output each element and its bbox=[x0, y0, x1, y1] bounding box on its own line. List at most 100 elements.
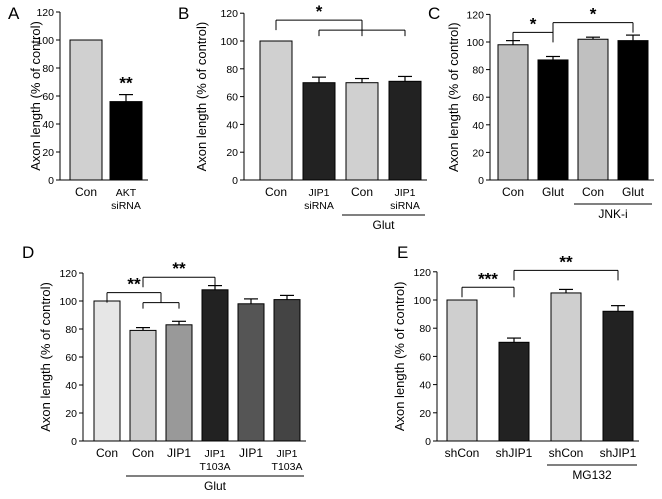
y-axis-label: Axon length (% of control) bbox=[194, 22, 209, 172]
bar bbox=[109, 101, 143, 181]
y-tick-label: 40 bbox=[419, 380, 431, 392]
panel-letter: C bbox=[428, 4, 440, 23]
y-tick-label: 100 bbox=[413, 295, 431, 307]
x-tick-label: JIP1 bbox=[276, 448, 297, 460]
bar bbox=[201, 289, 229, 442]
x-tick-label: Con bbox=[75, 185, 97, 199]
y-axis-label: Axon length (% of control) bbox=[28, 21, 43, 171]
bar bbox=[550, 292, 582, 442]
x-tick-label: JIP1 bbox=[394, 187, 415, 199]
panel-e: E Axon length (% of control) 0 20 40 60 80 100 1… bbox=[392, 243, 639, 482]
x-tick-label: JIP1 bbox=[204, 448, 225, 460]
x-tick-label: siRNA bbox=[304, 200, 334, 212]
panel-d: D Axon length (% of control) 0 20 40 60 80 100 1… bbox=[22, 243, 306, 493]
y-tick-label: 80 bbox=[42, 63, 54, 75]
x-tick-label: JIP1 bbox=[167, 446, 191, 460]
x-tick-label: Con bbox=[351, 185, 373, 199]
group-label: JNK-i bbox=[598, 207, 627, 221]
y-tick-label: 20 bbox=[419, 408, 431, 420]
panel-c: C Axon length (% of control) 0 20 40 60 80 100 1… bbox=[428, 4, 654, 221]
x-tick-label: siRNA bbox=[390, 200, 420, 212]
bar bbox=[302, 82, 336, 181]
x-tick-label: Glut bbox=[542, 185, 565, 199]
x-tick-label: AKT bbox=[116, 187, 137, 199]
y-tick-label: 40 bbox=[42, 119, 54, 131]
bar bbox=[129, 329, 157, 442]
x-tick-label: Glut bbox=[622, 185, 645, 199]
y-tick-label: 120 bbox=[220, 8, 238, 20]
significance-label: *** bbox=[478, 269, 498, 288]
bar bbox=[617, 40, 649, 181]
panel-letter: B bbox=[178, 4, 189, 23]
panel-letter: D bbox=[22, 243, 34, 262]
x-tick-label: shJIP1 bbox=[600, 446, 637, 460]
y-tick-label: 60 bbox=[42, 91, 54, 103]
panel-letter: E bbox=[397, 243, 408, 262]
y-axis-label: Axon length (% of control) bbox=[392, 282, 407, 432]
x-tick-label: JIP1 bbox=[239, 446, 263, 460]
bar bbox=[446, 299, 478, 442]
bar bbox=[577, 38, 609, 181]
y-tick-label: 0 bbox=[48, 175, 54, 187]
x-tick-label: Con bbox=[502, 185, 524, 199]
significance-label: ** bbox=[119, 74, 133, 93]
x-tick-label: Con bbox=[132, 446, 154, 460]
bar bbox=[165, 324, 193, 442]
bar bbox=[388, 80, 422, 181]
y-tick-label: 40 bbox=[226, 119, 238, 131]
y-tick-label: 40 bbox=[472, 120, 484, 132]
y-tick-label: 20 bbox=[472, 147, 484, 159]
y-tick-label: 100 bbox=[220, 36, 238, 48]
bar bbox=[69, 39, 103, 181]
significance-label: ** bbox=[559, 252, 573, 271]
y-tick-label: 60 bbox=[419, 351, 431, 363]
y-tick-label: 120 bbox=[466, 9, 484, 21]
bar bbox=[237, 303, 265, 442]
y-tick-label: 20 bbox=[65, 408, 77, 420]
y-tick-label: 0 bbox=[232, 175, 238, 187]
significance-label: ** bbox=[127, 275, 141, 294]
bar bbox=[498, 341, 530, 442]
x-tick-label: T103A bbox=[200, 461, 231, 473]
bar bbox=[273, 299, 301, 442]
y-axis-label: Axon length (% of control) bbox=[446, 22, 461, 172]
y-tick-label: 100 bbox=[36, 35, 54, 47]
group-label: MG132 bbox=[572, 468, 612, 482]
y-axis-label: Axon length (% of control) bbox=[38, 282, 53, 432]
x-tick-label: Con bbox=[265, 185, 287, 199]
panel-a: A Axon length (% of control) 0 20 40 60 80 100 1… bbox=[8, 4, 148, 212]
x-tick-label: T103A bbox=[272, 461, 303, 473]
y-tick-label: 0 bbox=[425, 436, 431, 448]
y-tick-label: 20 bbox=[226, 147, 238, 159]
x-tick-label: JIP1 bbox=[308, 187, 329, 199]
bar bbox=[537, 59, 569, 181]
x-tick-label: Con bbox=[582, 185, 604, 199]
x-tick-label: shJIP1 bbox=[496, 446, 533, 460]
bar bbox=[259, 40, 293, 181]
y-tick-label: 40 bbox=[65, 380, 77, 392]
y-tick-label: 120 bbox=[36, 7, 54, 19]
y-tick-label: 100 bbox=[466, 37, 484, 49]
x-tick-label: siRNA bbox=[111, 200, 141, 212]
y-tick-label: 80 bbox=[472, 65, 484, 77]
significance-label: * bbox=[590, 5, 597, 24]
x-tick-label: shCon bbox=[445, 446, 480, 460]
group-label: Glut bbox=[372, 218, 395, 232]
y-tick-label: 80 bbox=[65, 324, 77, 336]
y-tick-label: 60 bbox=[65, 352, 77, 364]
group-label: Glut bbox=[204, 479, 227, 493]
x-tick-label: Con bbox=[96, 446, 118, 460]
y-tick-label: 120 bbox=[59, 268, 77, 280]
significance-label: ** bbox=[172, 259, 186, 278]
y-tick-label: 0 bbox=[71, 436, 77, 448]
x-tick-label: shCon bbox=[549, 446, 584, 460]
y-tick-label: 80 bbox=[226, 64, 238, 76]
y-tick-label: 20 bbox=[42, 147, 54, 159]
panel-b: B Axon length (% of control) 0 20 40 60 80 100 1… bbox=[178, 2, 427, 232]
bar bbox=[497, 44, 529, 181]
y-tick-label: 120 bbox=[413, 267, 431, 279]
y-tick-label: 100 bbox=[59, 296, 77, 308]
y-tick-label: 80 bbox=[419, 323, 431, 335]
bar bbox=[93, 300, 121, 442]
